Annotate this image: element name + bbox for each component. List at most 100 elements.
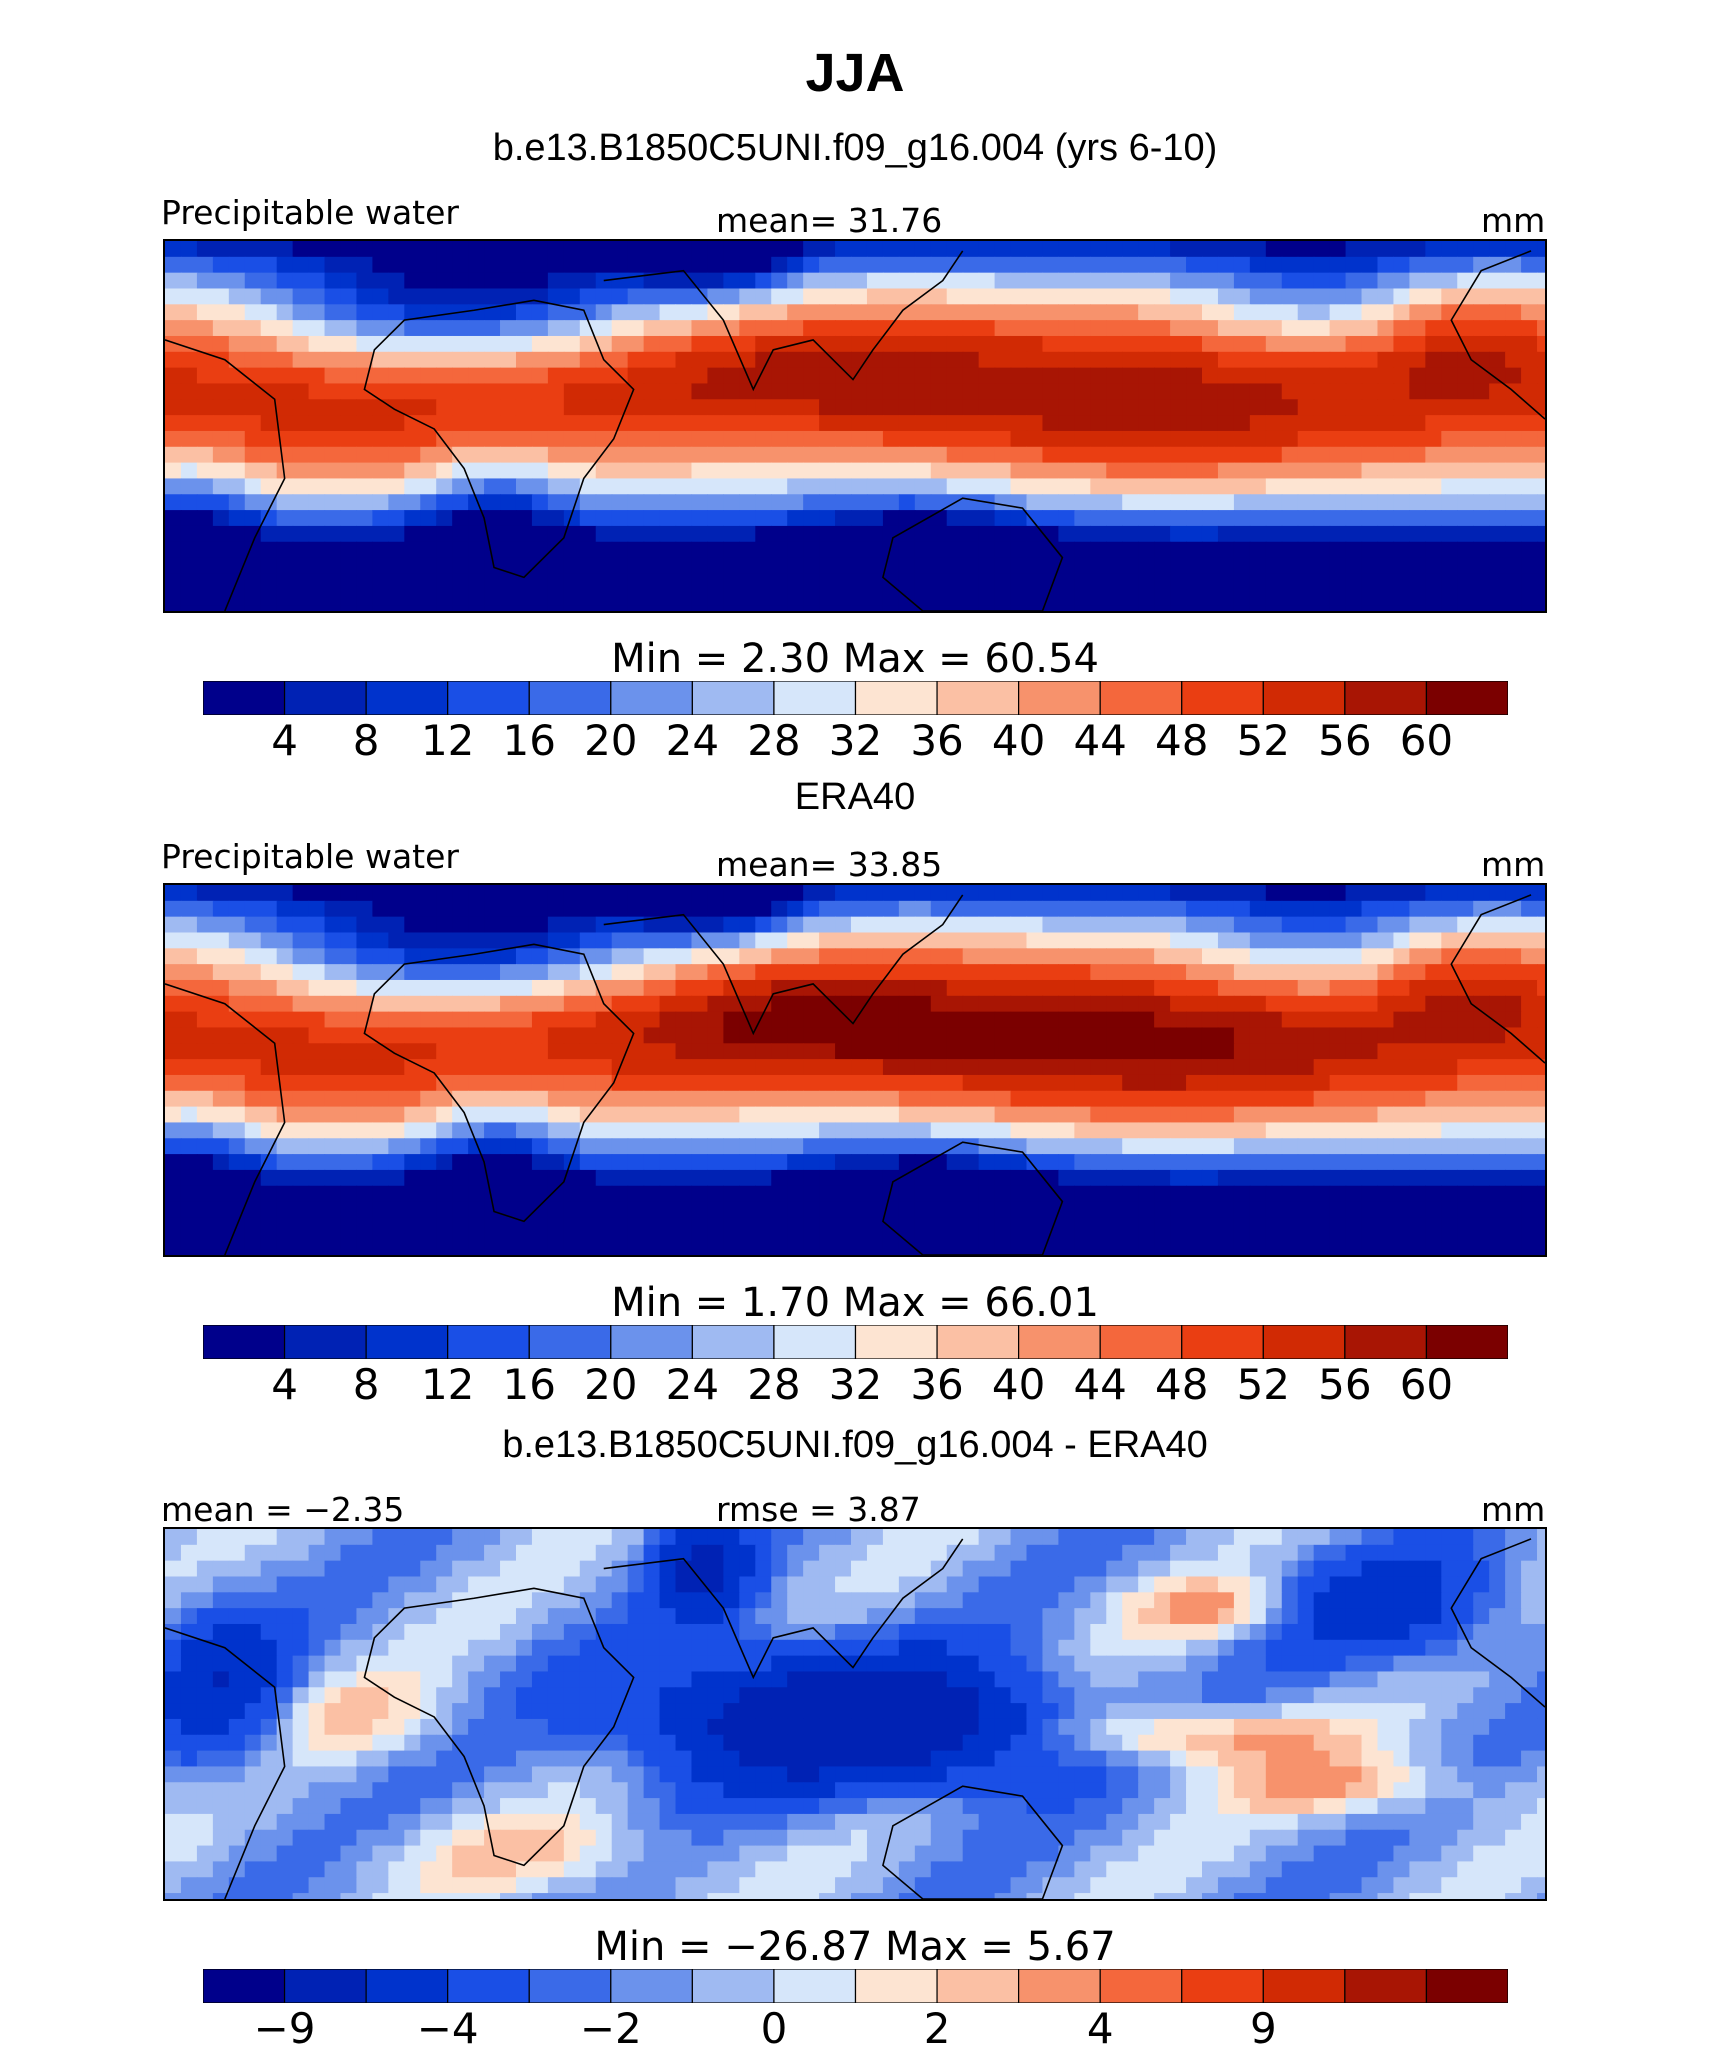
colorbar-tick-label: 44: [1073, 1360, 1127, 1409]
panel-1-mean-label: mean= 31.76: [716, 201, 943, 240]
colorbar-swatch: [936, 1325, 1020, 1359]
panel-1-colorbar: [203, 681, 1508, 715]
coastline: [603, 1538, 964, 1680]
colorbar-tick-label: 52: [1236, 716, 1291, 765]
coastline: [882, 1785, 1064, 1899]
colorbar-tick-label: 4: [271, 716, 298, 765]
colorbar-tick-label: −2: [579, 2004, 642, 2053]
colorbar-swatch: [610, 681, 693, 715]
colorbar-tick-label: 60: [1399, 1360, 1454, 1409]
colorbar-tick-label: 2: [923, 2004, 951, 2053]
colorbar-swatch: [1344, 681, 1428, 715]
colorbar-tick-label: 12: [420, 716, 475, 765]
panel-1-title: b.e13.B1850C5UNI.f09_g16.004 (yrs 6-10): [492, 127, 1218, 169]
coastline: [363, 299, 635, 579]
panel-3-title: b.e13.B1850C5UNI.f09_g16.004 - ERA40: [502, 1424, 1208, 1466]
colorbar-swatch: [365, 681, 449, 715]
colorbar-swatch: [1344, 1969, 1428, 2003]
colorbar-tick-label: 4: [1086, 2004, 1114, 2053]
coastline: [363, 1587, 635, 1867]
colorbar-swatch: [528, 1325, 612, 1359]
colorbar-tick-label: −9: [253, 2004, 316, 2053]
colorbar-swatch: [365, 1969, 449, 2003]
colorbar-tick-label: 32: [828, 716, 883, 765]
colorbar-tick-label: 24: [665, 1360, 720, 1409]
colorbar-swatch: [1018, 1969, 1101, 2003]
colorbar-tick-label: 9: [1249, 2004, 1277, 2053]
panel-1-units-label: mm: [1481, 201, 1546, 240]
colorbar-tick-label: 48: [1155, 1360, 1209, 1409]
coastline: [1450, 1538, 1545, 1708]
coastline: [165, 339, 286, 611]
colorbar-tick-label: 32: [828, 1360, 883, 1409]
panel-1-variable-label: Precipitable water: [161, 193, 459, 232]
colorbar-swatch: [1262, 1325, 1346, 1359]
colorbar-swatch: [773, 1325, 857, 1359]
colorbar-swatch: [1099, 681, 1183, 715]
colorbar-swatch: [203, 1969, 286, 2003]
colorbar-swatch: [283, 681, 367, 715]
colorbar-swatch: [1018, 1325, 1101, 1359]
coastline: [1450, 894, 1545, 1064]
panel-2-title: ERA40: [794, 776, 916, 818]
colorbar-swatch: [203, 681, 286, 715]
colorbar-swatch: [203, 1325, 286, 1359]
colorbar-swatch: [936, 1969, 1020, 2003]
colorbar-tick-label: 60: [1399, 716, 1454, 765]
coastline: [603, 250, 964, 392]
panel-3-units-label: mm: [1481, 1490, 1546, 1529]
colorbar-swatch: [1181, 1325, 1264, 1359]
colorbar-swatch: [1099, 1325, 1183, 1359]
panel-2-map: [163, 883, 1547, 1257]
colorbar-tick-label: −4: [416, 2004, 479, 2053]
colorbar-swatch: [691, 1325, 775, 1359]
colorbar-swatch: [283, 1325, 367, 1359]
colorbar-swatch: [1262, 1969, 1346, 2003]
colorbar-swatch: [528, 681, 612, 715]
colorbar-tick-label: 12: [420, 1360, 475, 1409]
panel-2-colorbar-ticks: 4 8 12 16 20 24 28 32 36 40 44 48 52 56 60: [0, 1360, 1710, 1410]
panel-1-colorbar-ticks: 4 8 12 16 20 24 28 32 36 40 44 48 52 56 60: [0, 716, 1710, 766]
panel-2-units-label: mm: [1481, 845, 1546, 884]
colorbar-swatch: [854, 1969, 938, 2003]
colorbar-tick-label: 56: [1318, 716, 1372, 765]
colorbar-swatch: [283, 1969, 367, 2003]
coastline: [1450, 250, 1545, 420]
colorbar-swatch: [610, 1325, 693, 1359]
colorbar-swatch: [528, 1969, 612, 2003]
colorbar-swatch: [773, 681, 857, 715]
colorbar-tick-label: 48: [1155, 716, 1209, 765]
colorbar-tick-label: 28: [747, 716, 801, 765]
colorbar-tick-label: 52: [1236, 1360, 1291, 1409]
colorbar-tick-label: 8: [352, 1360, 380, 1409]
panel-1-map: [163, 239, 1547, 613]
colorbar-tick-label: 24: [665, 716, 720, 765]
colorbar-swatch: [936, 681, 1020, 715]
panel-2-colorbar: [203, 1325, 1508, 1359]
colorbar-tick-label: 4: [271, 1360, 298, 1409]
colorbar-swatch: [610, 1969, 693, 2003]
colorbar-swatch: [447, 681, 530, 715]
colorbar-tick-label: 20: [584, 1360, 638, 1409]
colorbar-tick-label: 36: [910, 1360, 964, 1409]
colorbar-swatch: [365, 1325, 449, 1359]
colorbar-swatch: [1181, 1969, 1264, 2003]
colorbar-swatch: [854, 1325, 938, 1359]
figure-title: JJA: [805, 43, 905, 103]
coastline: [882, 497, 1064, 611]
colorbar-swatch: [1425, 1969, 1508, 2003]
panel-2-mean-label: mean= 33.85: [716, 845, 943, 884]
panel-3-colorbar-ticks: −9 −4 −2 0 2 4 9: [0, 2004, 1710, 2054]
coastline: [363, 943, 635, 1223]
colorbar-tick-label: 44: [1073, 716, 1127, 765]
coastline: [882, 1141, 1064, 1255]
colorbar-tick-label: 36: [910, 716, 964, 765]
colorbar-swatch: [1018, 681, 1101, 715]
colorbar-tick-label: 16: [502, 716, 556, 765]
colorbar-tick-label: 28: [747, 1360, 801, 1409]
panel-3-rmse-label: rmse = 3.87: [716, 1490, 921, 1529]
colorbar-tick-label: 56: [1318, 1360, 1372, 1409]
coastline: [165, 1627, 286, 1899]
coastline: [165, 983, 286, 1255]
coastline: [603, 894, 964, 1036]
